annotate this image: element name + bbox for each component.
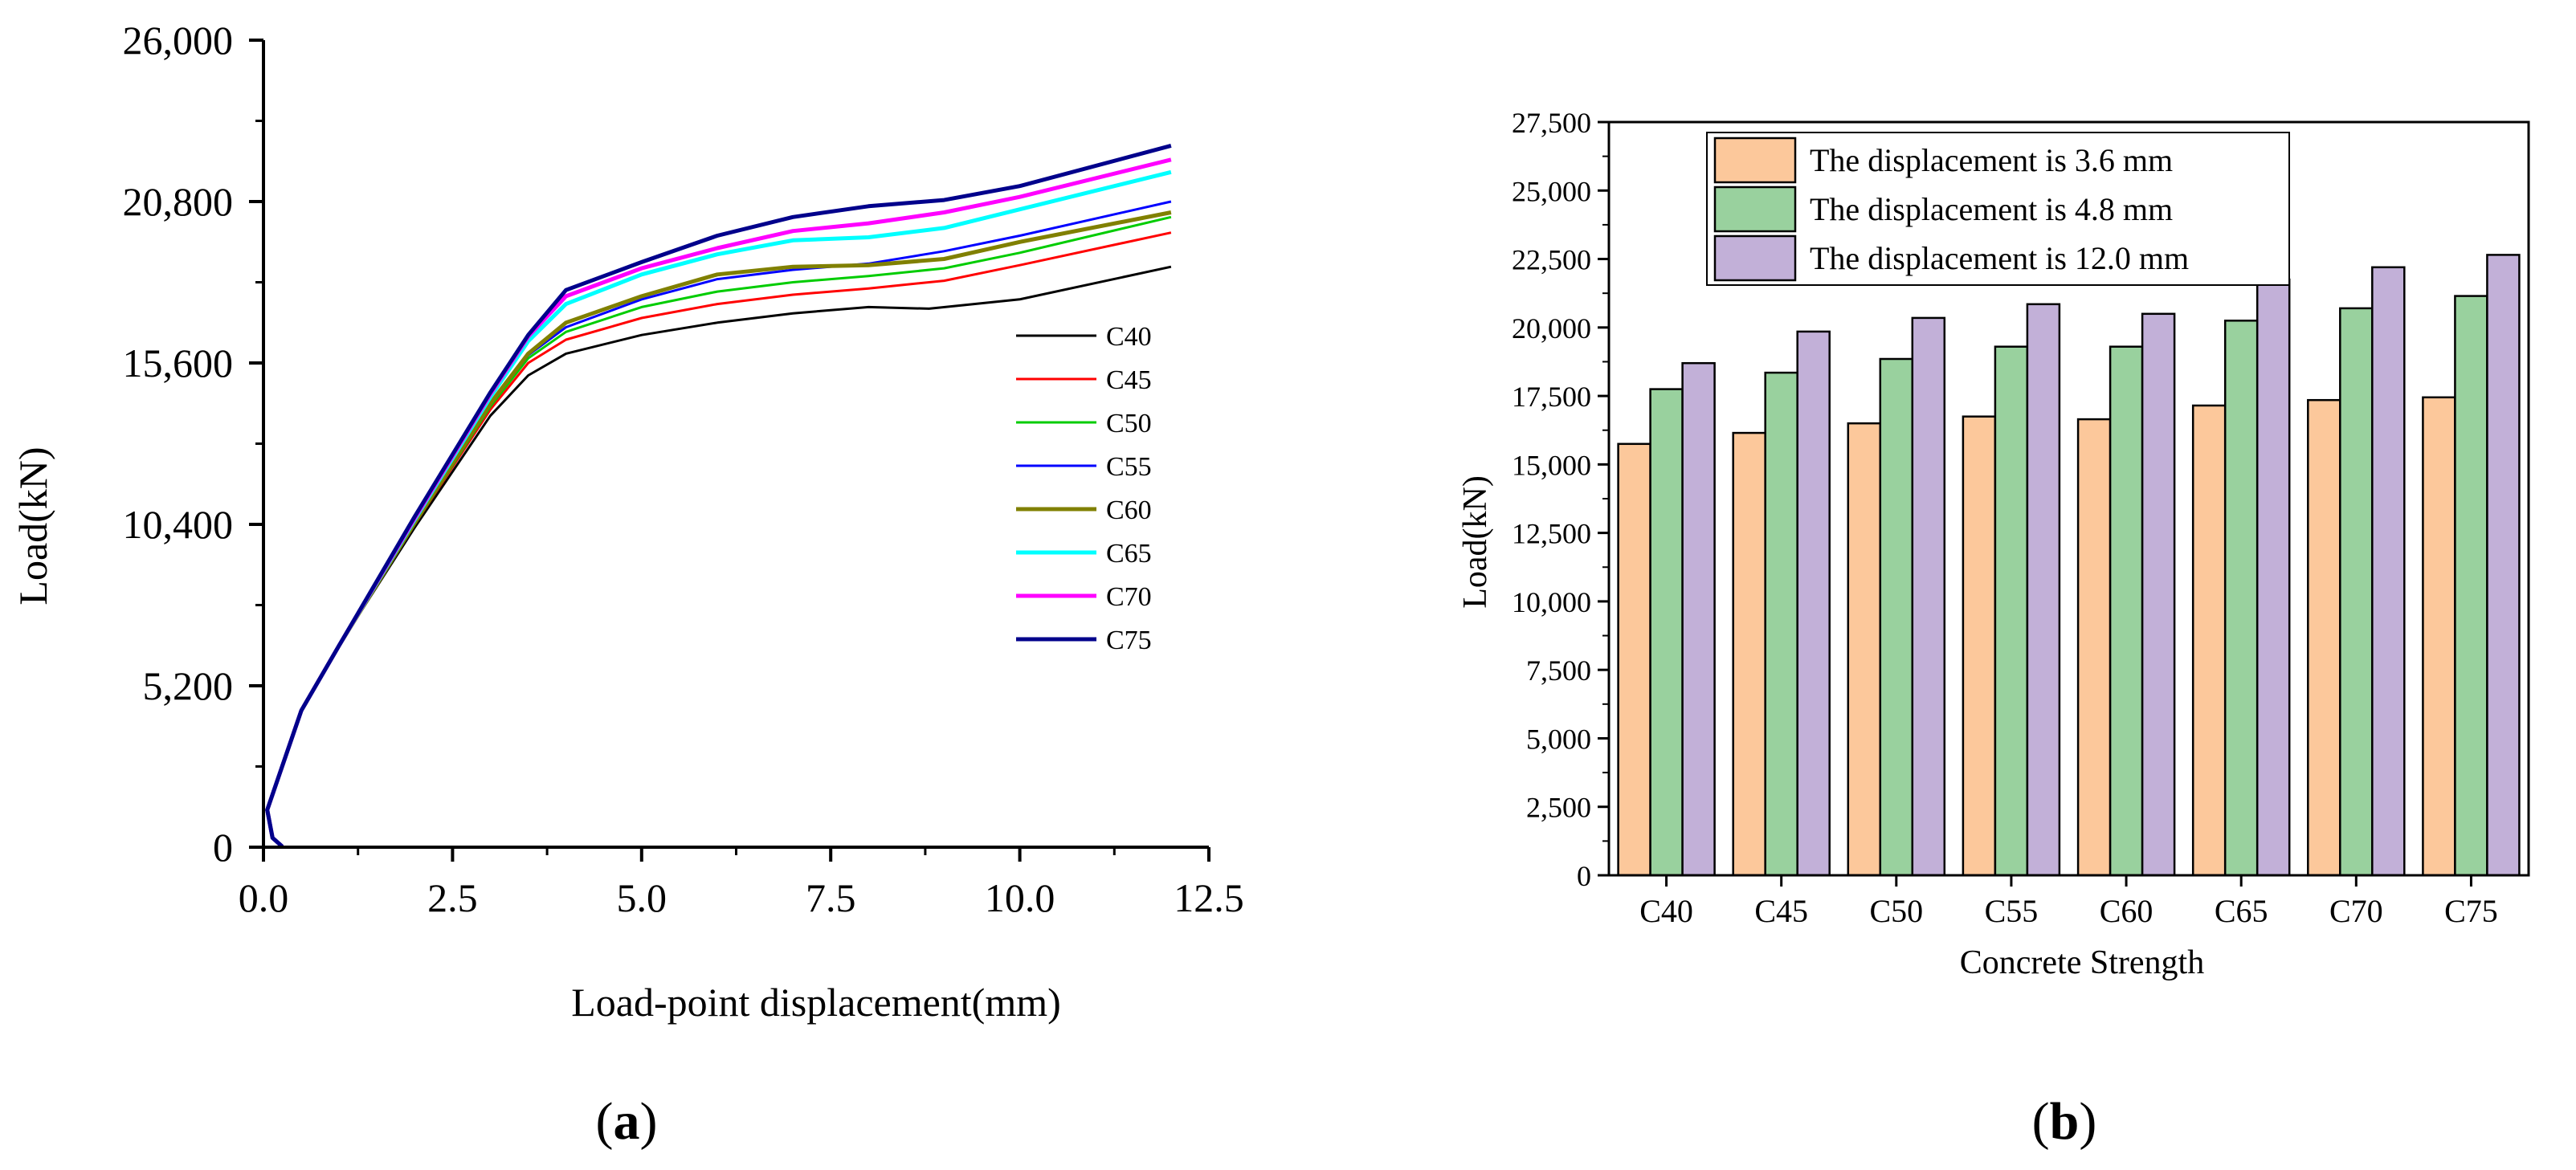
x-tick-label-c45: C45 — [1754, 893, 1808, 929]
y-tick-label: 2,500 — [1526, 792, 1591, 824]
legend-label-c70: C70 — [1106, 582, 1152, 612]
panel-a-caption: (a) — [596, 1092, 658, 1151]
bar-c55-series-3 — [2026, 303, 2061, 877]
x-tick-label-c50: C50 — [1869, 893, 1923, 929]
panel-b-ticks: 0 2,500 5,000 7,500 10,000 12,500 15,000 17,500… — [1512, 107, 2498, 929]
bar-c50-series-3 — [1911, 316, 1946, 877]
bar-c55-series-1 — [1962, 415, 1997, 877]
panel-a-x-axis-label: Load-point displacement(mm) — [571, 980, 1061, 1025]
y-tick-label: 26,000 — [123, 18, 234, 63]
bar-c75-series-2 — [2454, 295, 2488, 877]
bar-c75-series-1 — [2422, 396, 2456, 877]
panel-a-line-chart: 0.0 2.5 5.0 7.5 10.0 12.5 0 5,200 10,400 15,600 20… — [10, 18, 1244, 1151]
y-tick-label: 15,600 — [123, 340, 234, 385]
bar-c65-series-3 — [2256, 278, 2291, 877]
legend-label-c40: C40 — [1106, 322, 1152, 352]
panel-a-y-axis-label: Load(kN) — [10, 446, 55, 605]
x-tick-label: 5.0 — [617, 875, 667, 920]
x-tick-label: 0.0 — [239, 875, 289, 920]
y-tick-label: 15,000 — [1512, 449, 1591, 481]
legend-swatch-3 — [1713, 234, 1797, 282]
bar-c60-series-1 — [2076, 418, 2112, 877]
legend-label-3: The displacement is 12.0 mm — [1810, 240, 2189, 276]
y-tick-label: 0 — [1577, 860, 1591, 892]
y-tick-label: 10,400 — [123, 502, 234, 547]
bar-c65-series-2 — [2223, 320, 2259, 877]
y-tick-label: 5,200 — [143, 663, 234, 708]
bar-c60-series-2 — [2109, 345, 2144, 877]
y-tick-label: 20,000 — [1512, 312, 1591, 344]
legend-label-c75: C75 — [1106, 626, 1152, 655]
panel-b-caption-letter: b — [2050, 1092, 2080, 1151]
panel-a-caption-letter: a — [614, 1092, 640, 1151]
bar-c40-series-1 — [1617, 442, 1651, 877]
x-tick-label-c60: C60 — [2100, 893, 2153, 929]
bar-c75-series-3 — [2486, 254, 2521, 877]
panel-b-legend: The displacement is 3.6 mm The displaceme… — [1706, 132, 2290, 286]
y-tick-label: 12,500 — [1512, 518, 1591, 550]
panel-b-bar-chart: 0 2,500 5,000 7,500 10,000 12,500 15,000 17,500… — [1457, 107, 2530, 1151]
x-tick-label: 2.5 — [427, 875, 478, 920]
legend-label-c50: C50 — [1106, 409, 1152, 438]
panel-a-legend: C40 C45 C50 C55 C60 C65 C70 C75 — [1016, 322, 1152, 655]
bar-c45-series-3 — [1796, 330, 1831, 877]
bar-c45-series-2 — [1764, 371, 1798, 877]
bar-c50-series-2 — [1879, 357, 1914, 877]
y-tick-label: 20,800 — [123, 179, 234, 224]
panel-a-series-group — [265, 143, 1172, 849]
legend-label-c45: C45 — [1106, 365, 1152, 395]
x-tick-label-c70: C70 — [2329, 893, 2383, 929]
y-tick-label: 0 — [213, 825, 233, 870]
panel-b-caption: (b) — [2032, 1092, 2097, 1151]
y-tick-label: 22,500 — [1512, 244, 1591, 276]
y-tick-label: 17,500 — [1512, 381, 1591, 413]
panel-b-y-axis-label: Load(kN) — [1457, 475, 1494, 609]
bar-c60-series-3 — [2141, 312, 2176, 877]
panel-b-bars-group — [1617, 254, 2521, 877]
panel-b-x-axis-label: Concrete Strength — [1960, 944, 2204, 981]
bar-c65-series-1 — [2191, 404, 2227, 877]
bar-c40-series-3 — [1681, 361, 1716, 877]
bar-c45-series-1 — [1732, 431, 1766, 877]
x-tick-label: 12.5 — [1174, 875, 1244, 920]
legend-label-c65: C65 — [1106, 539, 1152, 569]
x-tick-label: 7.5 — [806, 875, 856, 920]
y-tick-label: 7,500 — [1526, 654, 1591, 687]
bar-c70-series-3 — [2371, 266, 2406, 877]
legend-label-c60: C60 — [1106, 495, 1152, 525]
legend-box — [1706, 132, 2290, 286]
y-tick-label: 25,000 — [1512, 175, 1591, 207]
x-tick-label-c40: C40 — [1639, 893, 1693, 929]
legend-swatch-2 — [1713, 185, 1797, 233]
legend-swatch-1 — [1713, 137, 1797, 184]
y-tick-label: 10,000 — [1512, 586, 1591, 618]
x-tick-label: 10.0 — [985, 875, 1055, 920]
bar-c50-series-1 — [1847, 422, 1882, 877]
y-tick-label: 27,500 — [1512, 107, 1591, 139]
bar-c70-series-2 — [2339, 307, 2374, 877]
x-tick-label-c75: C75 — [2444, 893, 2498, 929]
legend-label-c55: C55 — [1106, 452, 1152, 482]
x-tick-label-c65: C65 — [2215, 893, 2268, 929]
bar-c55-series-2 — [1994, 345, 2029, 877]
panel-a-ticks: 0.0 2.5 5.0 7.5 10.0 12.5 0 5,200 10,400 15,600 20… — [123, 18, 1244, 920]
y-tick-label: 5,000 — [1526, 723, 1591, 755]
bar-c70-series-1 — [2307, 398, 2341, 877]
series-line-c75 — [265, 143, 1172, 849]
legend-label-2: The displacement is 4.8 mm — [1810, 191, 2173, 227]
bar-c40-series-2 — [1649, 388, 1684, 877]
x-tick-label-c55: C55 — [1985, 893, 2039, 929]
legend-label-1: The displacement is 3.6 mm — [1810, 142, 2173, 178]
